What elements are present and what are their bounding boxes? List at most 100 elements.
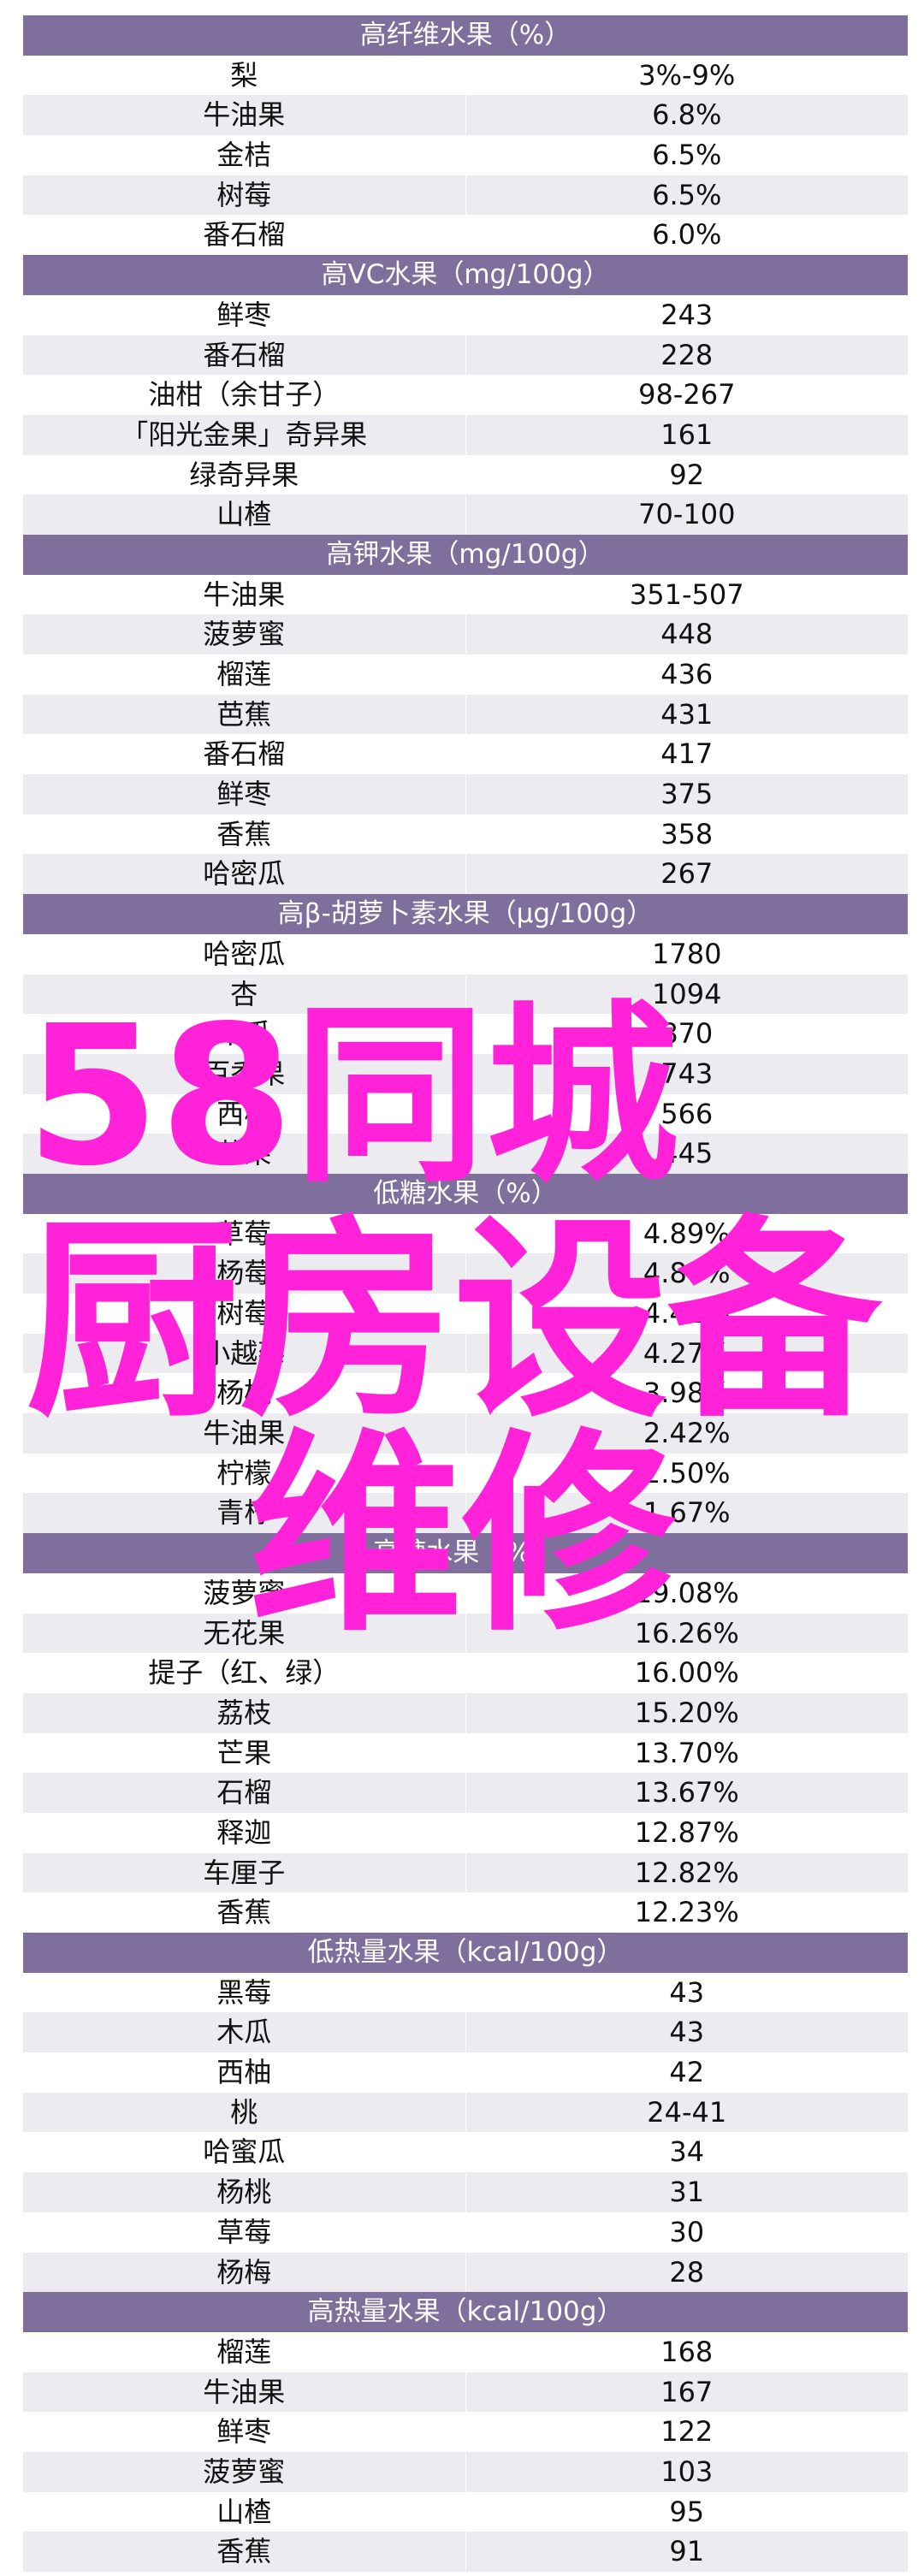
fruit-cell: 提子（红、绿） — [148, 1656, 341, 1690]
fruit-cell: 菠萝蜜 — [203, 618, 286, 651]
value-cell: 1094 — [465, 974, 909, 1015]
table-row: 牛油果 2.42% — [23, 1413, 908, 1454]
fruit-cell: 香蕉 — [216, 1896, 272, 1929]
value-cell: 1.67% — [465, 1493, 909, 1534]
table-row: 木瓜 870 — [23, 1014, 908, 1054]
fruit-cell: 西柚 — [216, 2056, 272, 2089]
fruit-cell: 芭蕉 — [216, 697, 272, 731]
value-cell: 19.08% — [465, 1572, 909, 1614]
table-row: 释迦 12.87% — [23, 1812, 909, 1853]
fruit-cell: 山楂 — [216, 2495, 272, 2528]
value-cell: 167 — [465, 2372, 909, 2413]
fruit-cell: 杨桃 — [216, 1377, 272, 1410]
value-cell: 16.26% — [465, 1613, 909, 1654]
table-row: 小越莓 4.27% — [23, 1333, 909, 1374]
fruit-cell: 牛油果 — [203, 577, 286, 611]
value-cell: 6.5% — [465, 175, 909, 216]
fruit-cell: 杏 — [230, 977, 258, 1010]
value-cell: 243 — [465, 294, 909, 335]
fruit-cell: 榴莲 — [216, 658, 272, 690]
table-row: 西柚 42 — [23, 2052, 908, 2093]
fruit-cell: 杨梅 — [216, 2255, 272, 2289]
table-row: 番石榴 417 — [23, 734, 909, 775]
fruit-cell: 牛油果 — [203, 2375, 286, 2408]
table-row: 杨桃 3.98% — [23, 1373, 908, 1414]
table-row: 香蕉 358 — [23, 814, 908, 855]
value-cell: 98-267 — [465, 375, 909, 415]
fruit-cell: 番石榴 — [203, 338, 286, 371]
table-row: 柠檬 2.50% — [23, 1453, 909, 1494]
value-cell: 30 — [465, 2212, 909, 2253]
fruit-cell: 香蕉 — [216, 817, 272, 850]
value-cell: 12.82% — [465, 1852, 909, 1893]
fruit-cell: 杨莓 — [216, 1257, 272, 1290]
fruit-cell: 车厘子 — [203, 1856, 286, 1889]
value-cell: 1780 — [465, 933, 909, 974]
fruit-cell: 金桔 — [216, 139, 272, 172]
value-cell: 13.70% — [465, 1732, 909, 1774]
table-row: 杨莓 4.88% — [23, 1253, 908, 1294]
table-row: 牛油果 351-507 — [23, 574, 909, 615]
table-row: 芭蕉 431 — [23, 694, 908, 735]
value-cell: 2.50% — [465, 1453, 909, 1494]
fruit-cell: 鲜枣 — [216, 298, 272, 331]
fruit-cell: 哈密瓜 — [203, 857, 286, 891]
table-row: 杏 1094 — [23, 974, 908, 1015]
value-cell: 24-41 — [465, 2092, 909, 2133]
fruit-cell: 黑莓 — [216, 1975, 272, 2009]
value-cell: 4.27% — [465, 1333, 909, 1374]
section-header: 高钾水果（mg/100g） — [23, 534, 908, 575]
value-cell: 92 — [465, 454, 909, 495]
fruit-cell: 树莓 — [216, 1297, 272, 1329]
table-row: 草莓 4.89% — [23, 1213, 908, 1254]
table-row: 石榴 13.67% — [23, 1773, 908, 1813]
value-cell: 103 — [465, 2451, 909, 2492]
table-row: 提子（红、绿） 16.00% — [23, 1653, 908, 1693]
value-cell: 351-507 — [465, 574, 909, 615]
value-cell: 436 — [465, 654, 909, 695]
fruit-cell: 油柑（余甘子） — [148, 378, 341, 412]
fruit-cell: 山楂 — [216, 498, 272, 531]
table-row: 无花果 16.26% — [23, 1613, 909, 1654]
table-row: 香蕉 91 — [23, 2532, 908, 2572]
section-header: 高糖水果（%） — [23, 1533, 908, 1573]
section-header: 高纤维水果（%） — [23, 15, 908, 56]
fruit-cell: 哈密瓜 — [203, 937, 286, 970]
value-cell: 16.00% — [465, 1653, 909, 1693]
fruit-cell: 芒果 — [216, 1137, 272, 1170]
fruit-cell: 绿奇异果 — [189, 458, 299, 491]
fruit-cell: 荔枝 — [216, 1696, 272, 1729]
table-row: 菠萝蜜 448 — [23, 614, 908, 654]
value-cell: 43 — [465, 1972, 909, 2013]
value-cell: 28 — [465, 2252, 909, 2293]
fruit-cell: 番石榴 — [203, 218, 286, 252]
table-row: 树莓 4.42% — [23, 1294, 908, 1334]
fruit-cell: 牛油果 — [203, 1417, 286, 1450]
table-row: 木瓜 43 — [23, 2012, 908, 2053]
value-cell: 4.42% — [465, 1294, 909, 1334]
value-cell: 448 — [465, 614, 909, 654]
table-row: 榴莲 436 — [23, 654, 908, 695]
value-cell: 4.88% — [465, 1253, 909, 1294]
fruit-cell: 鲜枣 — [216, 2415, 272, 2449]
table-row: 荔枝 15.20% — [23, 1692, 908, 1733]
value-cell: 12.87% — [465, 1812, 909, 1853]
table-row: 鲜枣 243 — [23, 294, 909, 335]
value-cell: 417 — [465, 734, 909, 775]
table-row: 香蕉 12.23% — [23, 1892, 908, 1933]
value-cell: 42 — [465, 2052, 909, 2093]
fruit-cell: 青柠 — [216, 1496, 272, 1530]
value-cell: 375 — [465, 774, 909, 814]
table-row: 车厘子 12.82% — [23, 1852, 909, 1893]
fruit-cell: 梨 — [230, 58, 258, 92]
value-cell: 31 — [465, 2172, 909, 2212]
value-cell: 34 — [465, 2132, 909, 2173]
table-row: 榴莲 168 — [23, 2331, 908, 2372]
value-cell: 870 — [465, 1014, 909, 1054]
fruit-cell: 木瓜 — [216, 1017, 272, 1051]
table-row: 树莓 6.5% — [23, 175, 908, 216]
value-cell: 228 — [465, 335, 909, 376]
table-row: 「阳光金果」奇异果 161 — [23, 414, 908, 455]
table-row: 哈密瓜 1780 — [23, 933, 909, 974]
fruit-cell: 柠檬 — [216, 1456, 272, 1489]
